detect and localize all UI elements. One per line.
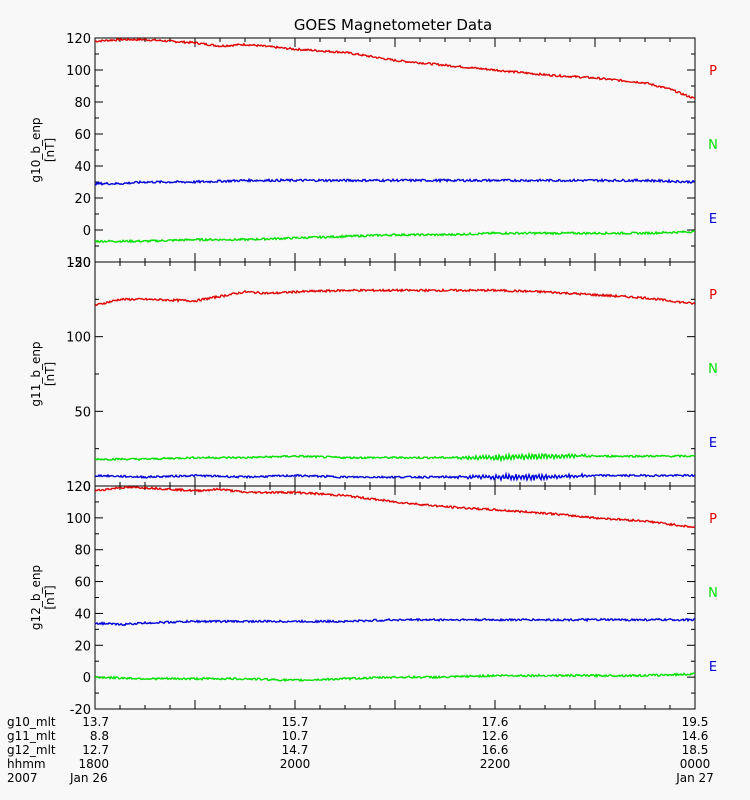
y-tick-label: 0 (83, 480, 91, 495)
footer-value: 14.7 (282, 743, 309, 757)
panel-frame (94, 37, 696, 263)
series-line-p (95, 486, 695, 529)
footer-value: 8.8 (90, 729, 109, 743)
footer-value: 16.6 (482, 743, 509, 757)
series-line-n (95, 672, 695, 683)
footer-value: 12.6 (482, 729, 509, 743)
series-line-n (95, 229, 695, 244)
chart-title: GOES Magnetometer Data (294, 16, 492, 34)
y-tick-label: 80 (74, 544, 91, 559)
y-tick-label: 0 (83, 224, 91, 239)
y-axis-unit: [nT] (43, 138, 57, 162)
footer-value: 1800 (78, 757, 109, 771)
y-tick-label: -20 (70, 256, 91, 271)
y-tick-label: 40 (74, 607, 91, 622)
footer-value: 2200 (480, 757, 511, 771)
footer-value: 15.7 (282, 715, 309, 729)
y-axis-label: g12_b_enp (29, 565, 43, 630)
y-tick-label: 120 (66, 480, 91, 495)
series-line-e (95, 471, 695, 483)
y-tick-label: 60 (74, 576, 91, 591)
y-axis-label: g10_b_enp (29, 117, 43, 182)
legend-e: E (709, 212, 717, 227)
footer-value: 17.6 (482, 715, 509, 729)
footer-value: 12.7 (82, 743, 109, 757)
footer-row-label: g10_mlt (7, 715, 56, 729)
footer-value: 14.6 (682, 729, 709, 743)
y-tick-label: 60 (74, 128, 91, 143)
y-tick-label: 80 (74, 96, 91, 111)
footer-row-label: 2007 (7, 771, 38, 785)
legend-n: N (708, 586, 718, 601)
footer-row-label: hhmm (7, 757, 46, 771)
series-line-p (95, 38, 695, 100)
panel-1: -20 0 20 40 60 80 100 120 g10_b_enp [nT] P N E (29, 32, 718, 271)
y-tick-label: 20 (74, 639, 91, 654)
y-axis-unit: [nT] (43, 362, 57, 386)
footer-row-label: g11_mlt (7, 729, 56, 743)
y-tick-label: 100 (66, 512, 91, 527)
series-line-n (95, 451, 695, 463)
y-tick-label: 100 (66, 64, 91, 79)
series-line-e (95, 617, 695, 627)
legend-e: E (709, 660, 717, 675)
panel-2: 0 50 100 150 g11_b_enp [nT] P N E (29, 256, 718, 495)
y-axis-unit: [nT] (43, 585, 57, 609)
y-tick-label: 40 (74, 160, 91, 175)
panel-3: -20 0 20 40 60 80 100 120 g12_b_enp [nT] P N E (29, 480, 718, 718)
legend-e: E (709, 436, 717, 451)
footer-row-label: g12_mlt (7, 743, 56, 757)
footer-value: 19.5 (682, 715, 709, 729)
footer-value: 2000 (280, 757, 311, 771)
y-tick-label: 0 (83, 671, 91, 686)
legend-n: N (708, 362, 718, 377)
legend-p: P (709, 64, 717, 79)
legend-p: P (709, 288, 717, 303)
y-axis-label: g11_b_enp (29, 341, 43, 406)
footer-value: 18.5 (682, 743, 709, 757)
legend-p: P (709, 512, 717, 527)
footer-value: 0000 (680, 757, 711, 771)
footer-value: Jan 27 (675, 771, 714, 785)
y-tick-label: 50 (74, 405, 91, 420)
y-tick-label: -20 (70, 703, 91, 718)
legend-n: N (708, 138, 718, 153)
y-tick-label: 150 (66, 256, 91, 271)
y-tick-label: 120 (66, 32, 91, 47)
series-line-e (95, 177, 695, 186)
footer-value: 13.7 (82, 715, 109, 729)
footer-value: 10.7 (282, 729, 309, 743)
y-tick-label: 100 (66, 331, 91, 346)
series-line-p (95, 288, 695, 307)
y-tick-label: 20 (74, 192, 91, 207)
footer-value: Jan 26 (69, 771, 108, 785)
